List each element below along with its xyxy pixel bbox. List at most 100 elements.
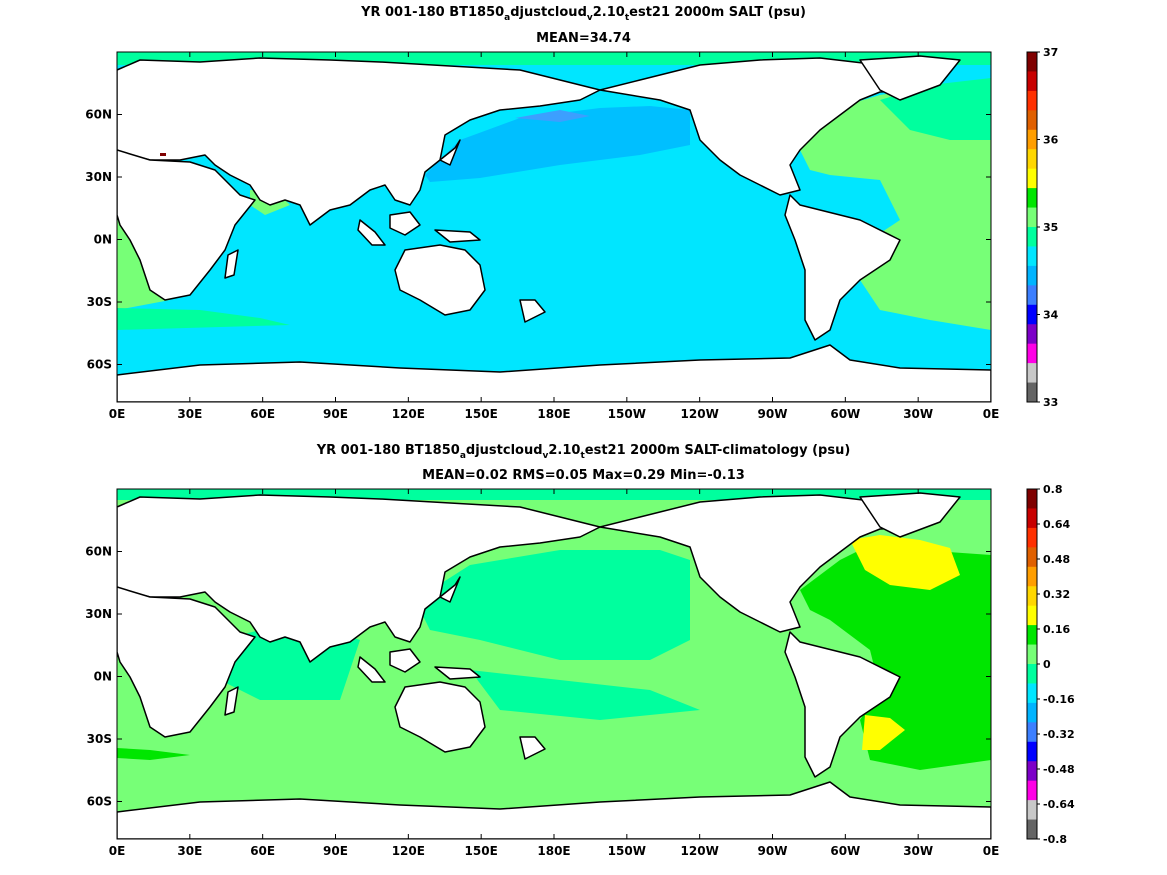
y-tick-label: 60N xyxy=(85,108,112,122)
atlantic-positive-anomaly xyxy=(800,545,991,770)
colorbar-segment xyxy=(1027,246,1037,267)
top-salinity-map xyxy=(117,52,991,402)
x-tick-label: 30E xyxy=(177,844,202,858)
title-part: djustcloud xyxy=(465,443,543,458)
eurasia xyxy=(117,57,601,226)
colorbar-tick-label: 0.16 xyxy=(1043,623,1070,636)
colorbar-segment xyxy=(1027,780,1037,801)
title-part: 2.10 xyxy=(548,443,581,458)
title-subscript: t xyxy=(580,451,585,461)
south-pacific-near-zero xyxy=(470,670,700,720)
colorbar-segment xyxy=(1027,741,1037,762)
colorbar-segment xyxy=(1027,207,1037,228)
title-part: YR 001-180 BT1850 xyxy=(361,5,505,20)
africa xyxy=(117,149,256,301)
x-tick-label: 90E xyxy=(323,407,348,421)
colorbar-segment xyxy=(1027,761,1037,782)
sumatra xyxy=(357,656,386,683)
southern-ocean-anomaly xyxy=(117,748,190,760)
borneo xyxy=(389,211,421,236)
colorbar-segment xyxy=(1027,527,1037,548)
top-panel-title: YR 001-180 BT1850adjustcloudv2.10test21 … xyxy=(0,5,1167,23)
x-tick-label: 120E xyxy=(392,407,425,421)
x-tick-label: 0E xyxy=(109,407,126,421)
madagascar xyxy=(224,686,239,716)
antarctica xyxy=(117,344,991,402)
colorbar-segment xyxy=(1027,304,1037,325)
x-tick-label: 120W xyxy=(681,407,719,421)
colorbar-tick-label: 36 xyxy=(1043,134,1059,147)
colorbar-tick-label: -0.64 xyxy=(1043,798,1075,811)
colorbar-segment xyxy=(1027,586,1037,607)
x-tick-label: 60E xyxy=(250,407,275,421)
colorbar-segment xyxy=(1027,722,1037,743)
north-pacific-low-salinity xyxy=(425,106,690,182)
colorbar-tick-label: -0.8 xyxy=(1043,833,1067,846)
x-tick-label: 150E xyxy=(465,844,498,858)
title-part: 2.10 xyxy=(592,5,625,20)
north-america xyxy=(599,494,931,633)
title-subscript: v xyxy=(542,451,549,461)
colorbar-segment xyxy=(1027,683,1037,704)
y-tick-label: 0N xyxy=(94,233,112,247)
x-tick-label: 60W xyxy=(830,844,860,858)
title-subscript: t xyxy=(624,13,630,23)
new-guinea xyxy=(434,666,481,680)
australia xyxy=(394,244,486,316)
africa xyxy=(117,586,256,738)
x-tick-label: 30W xyxy=(903,407,933,421)
colorbar-segment xyxy=(1027,285,1037,306)
north-atlantic-high-anomaly xyxy=(850,535,960,590)
generated-axes: 0E 30E 60E 90E 120E 150E 180E 150W 120W 90W 60W 30W… xyxy=(85,46,1075,858)
colorbar-segment xyxy=(1027,508,1037,529)
bottom-anomaly-map xyxy=(117,489,991,839)
x-tick-label: 30W xyxy=(903,844,933,858)
eurasia xyxy=(117,494,601,663)
borneo xyxy=(389,648,421,673)
greenland xyxy=(859,492,961,538)
new-zealand xyxy=(519,299,546,323)
south-america xyxy=(784,631,901,778)
y-tick-label: 60S xyxy=(87,358,112,372)
new-zealand xyxy=(519,736,546,760)
colorbar-segment xyxy=(1027,168,1037,189)
colorbar-segment xyxy=(1027,188,1037,209)
x-tick-label: 90E xyxy=(323,844,348,858)
x-tick-label: 90W xyxy=(758,407,788,421)
top-panel-subtitle: MEAN=34.74 xyxy=(536,31,631,46)
x-tick-label: 0E xyxy=(109,844,126,858)
colorbar-segment xyxy=(1027,149,1037,170)
colorbar-segment xyxy=(1027,644,1037,665)
title-subscript: v xyxy=(586,13,593,23)
colorbar-tick-label: -0.48 xyxy=(1043,763,1075,776)
colorbar-tick-label: 0.64 xyxy=(1043,518,1070,531)
x-tick-label: 90W xyxy=(758,844,788,858)
mediterranean-high-salinity xyxy=(160,153,166,156)
colorbar-segment xyxy=(1027,605,1037,626)
x-tick-label: 30E xyxy=(177,407,202,421)
y-tick-label: 30N xyxy=(85,170,112,184)
x-tick-label: 120E xyxy=(392,844,425,858)
sumatra xyxy=(357,219,386,246)
greenland xyxy=(859,55,961,101)
y-tick-label: 30S xyxy=(87,295,112,309)
land-masses xyxy=(117,55,991,402)
colorbar-tick-label: 0.48 xyxy=(1043,553,1070,566)
new-guinea xyxy=(434,229,481,243)
colorbar-tick-label: -0.16 xyxy=(1043,693,1075,706)
colorbar-tick-label: 37 xyxy=(1043,46,1058,59)
colorbar-tick-label: -0.32 xyxy=(1043,728,1075,741)
south-america xyxy=(784,194,901,341)
x-tick-label: 180E xyxy=(537,844,570,858)
colorbar-segment xyxy=(1027,625,1037,646)
colorbar-segment xyxy=(1027,324,1037,345)
southern-ocean-band xyxy=(117,308,290,330)
colorbar-segment xyxy=(1027,110,1037,131)
title-part: est21 2000m SALT (psu) xyxy=(629,5,806,20)
x-tick-label: 60W xyxy=(830,407,860,421)
y-tick-label: 30S xyxy=(87,732,112,746)
bottom-panel-title: YR 001-180 BT1850adjustcloudv2.10test21 … xyxy=(0,443,1167,461)
title-part: est21 2000m SALT-climatology (psu) xyxy=(584,443,851,458)
colorbar-segment xyxy=(1027,265,1037,286)
colorbar-segment xyxy=(1027,227,1037,247)
